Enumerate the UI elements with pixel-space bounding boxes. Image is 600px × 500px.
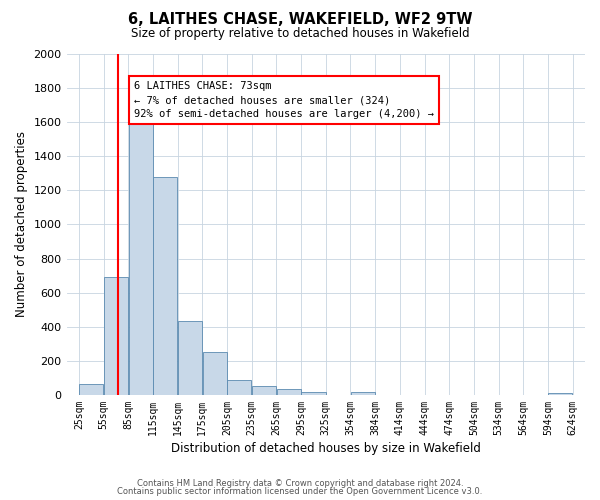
- Bar: [252, 386, 276, 395]
- Bar: [153, 176, 178, 395]
- Bar: [128, 117, 153, 395]
- Bar: [79, 384, 103, 395]
- Text: 6, LAITHES CHASE, WAKEFIELD, WF2 9TW: 6, LAITHES CHASE, WAKEFIELD, WF2 9TW: [128, 12, 472, 28]
- Bar: [301, 392, 326, 395]
- Bar: [227, 380, 251, 395]
- Bar: [351, 392, 375, 395]
- Y-axis label: Number of detached properties: Number of detached properties: [15, 132, 28, 318]
- Text: 6 LAITHES CHASE: 73sqm
← 7% of detached houses are smaller (324)
92% of semi-det: 6 LAITHES CHASE: 73sqm ← 7% of detached …: [134, 82, 434, 120]
- Bar: [203, 352, 227, 395]
- Text: Size of property relative to detached houses in Wakefield: Size of property relative to detached ho…: [131, 28, 469, 40]
- Bar: [277, 389, 301, 395]
- X-axis label: Distribution of detached houses by size in Wakefield: Distribution of detached houses by size …: [171, 442, 481, 455]
- Text: Contains public sector information licensed under the Open Government Licence v3: Contains public sector information licen…: [118, 488, 482, 496]
- Bar: [548, 393, 572, 395]
- Bar: [178, 321, 202, 395]
- Text: Contains HM Land Registry data © Crown copyright and database right 2024.: Contains HM Land Registry data © Crown c…: [137, 478, 463, 488]
- Bar: [104, 278, 128, 395]
